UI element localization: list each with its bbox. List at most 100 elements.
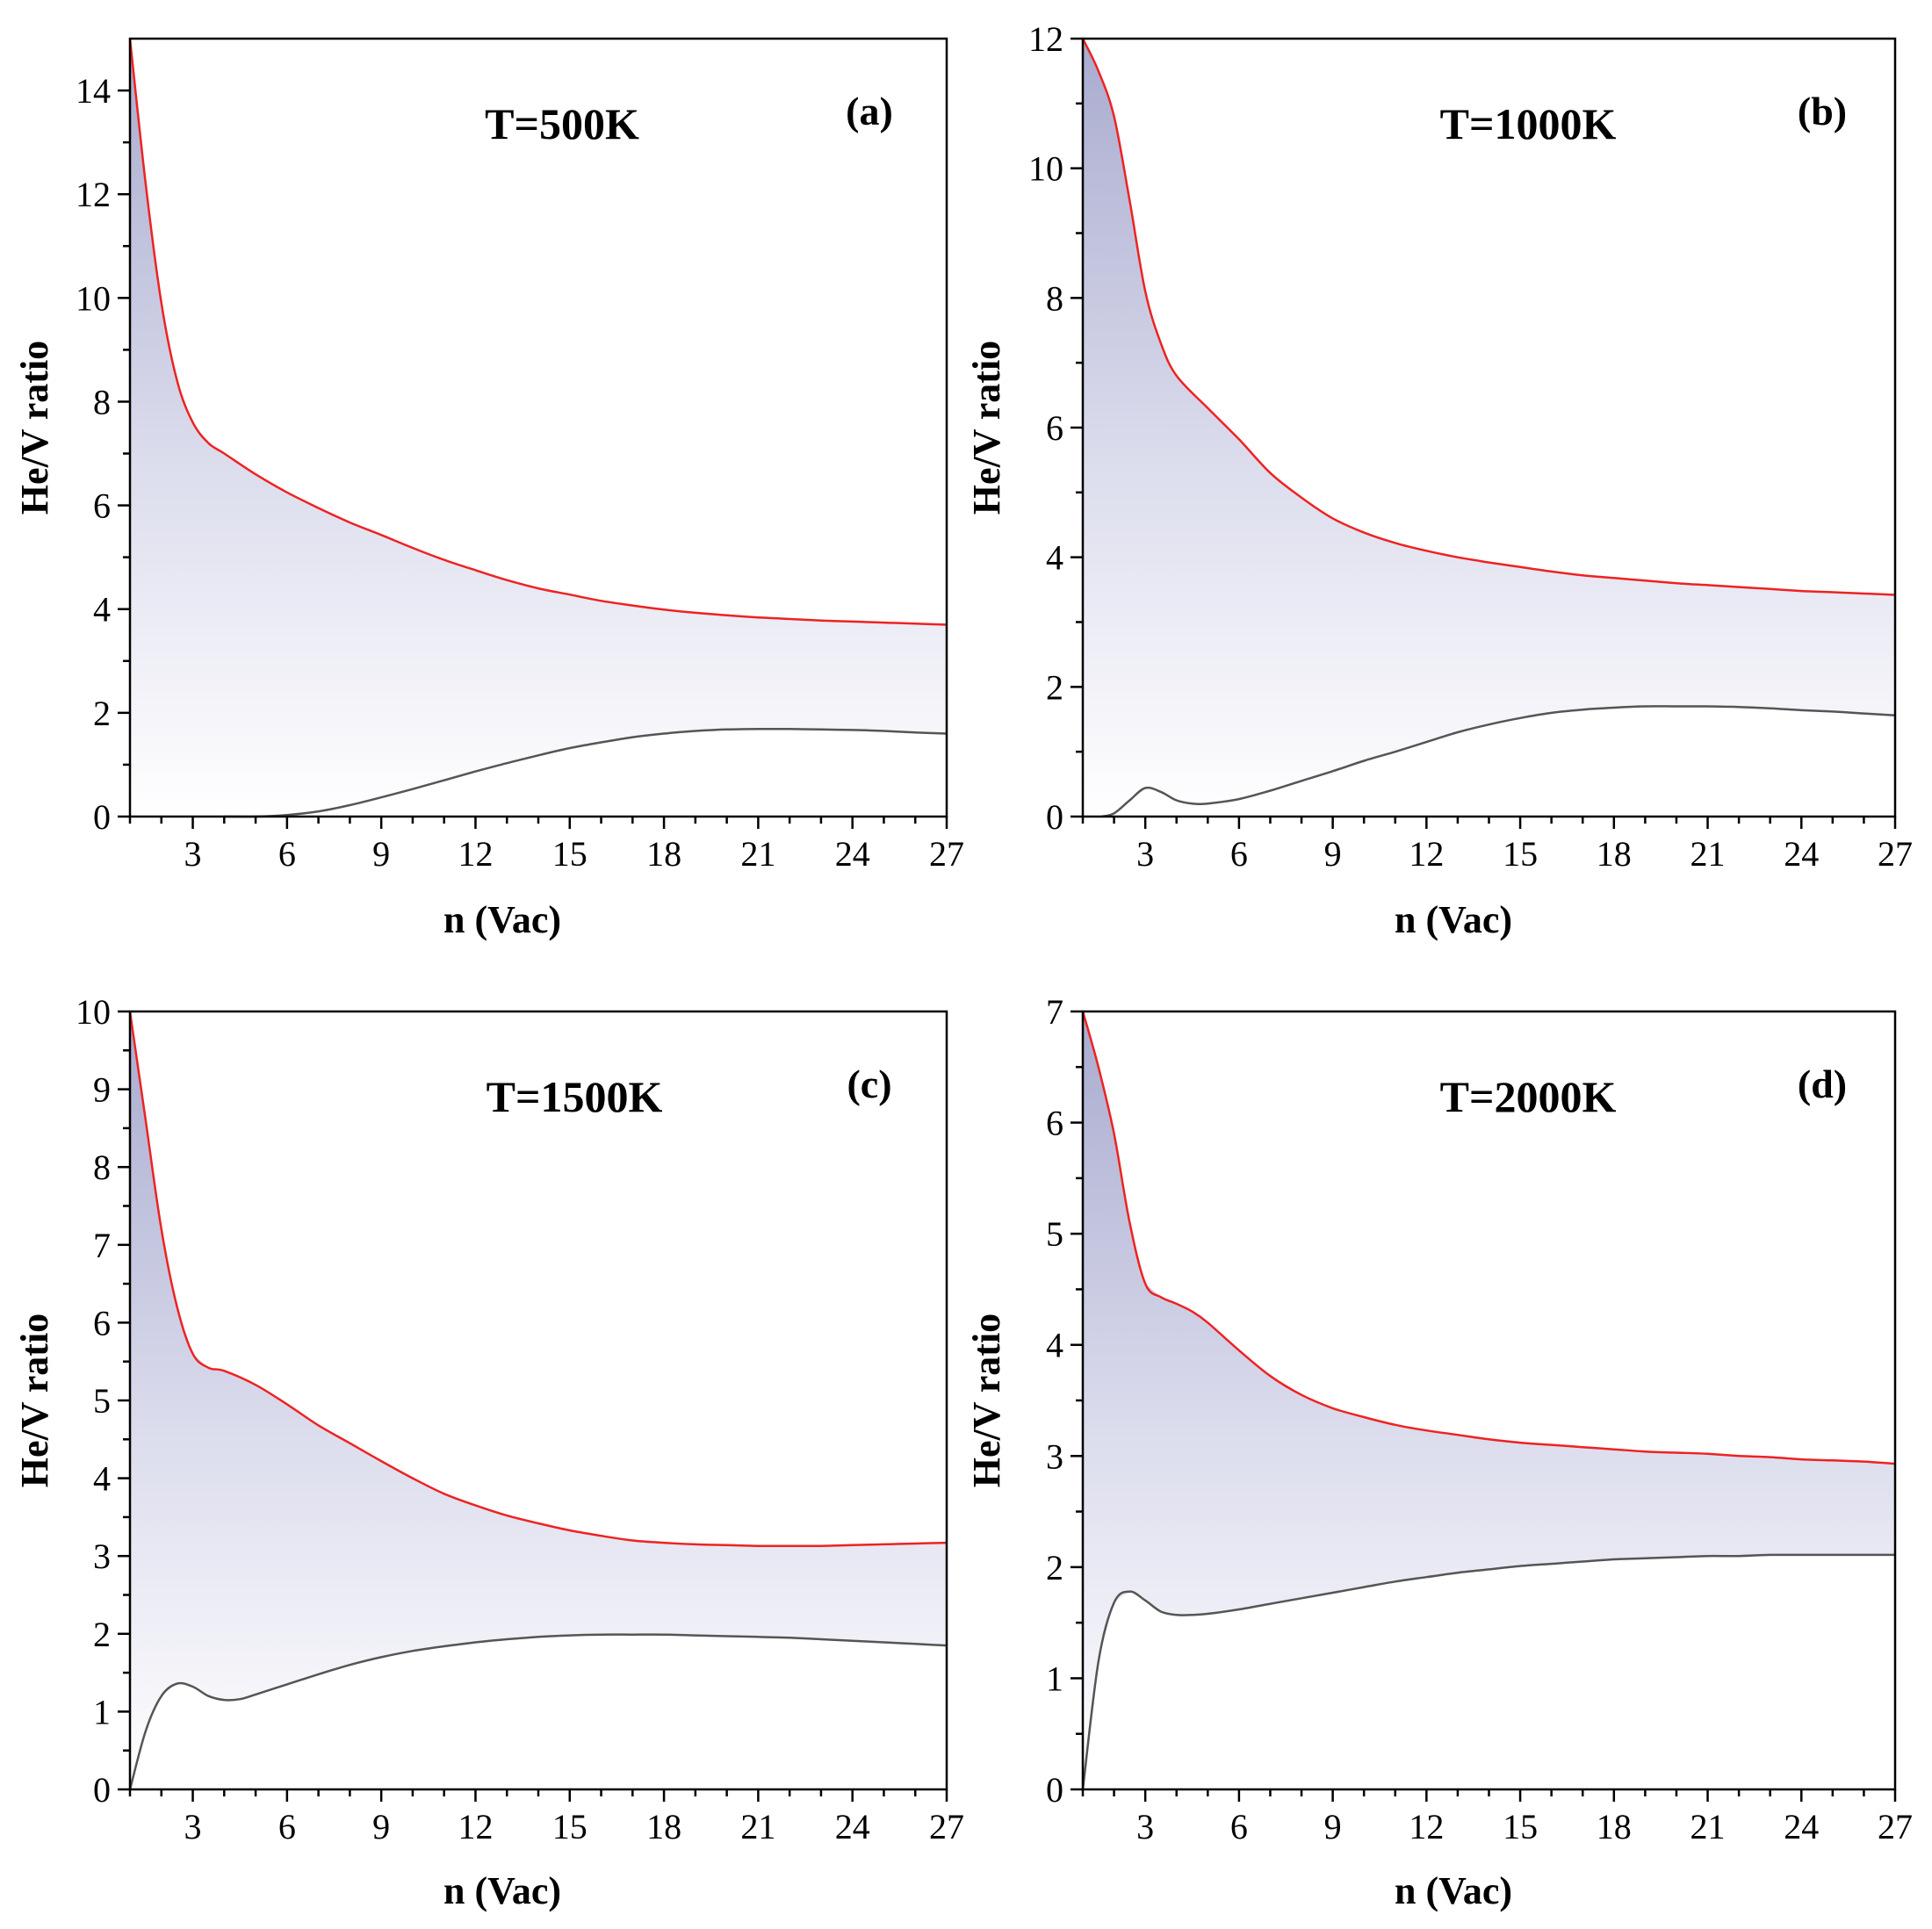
y-tick-label: 0 <box>93 1770 111 1810</box>
y-tick-label: 6 <box>1046 1104 1063 1143</box>
x-axis-label: n (Vac) <box>1395 898 1512 941</box>
panel-tag: (b) <box>1798 89 1847 133</box>
x-tick-label: 9 <box>1324 834 1342 874</box>
x-tick-label: 18 <box>646 834 681 874</box>
x-axis-label: n (Vac) <box>1395 1869 1512 1912</box>
y-tick-label: 6 <box>93 1303 111 1342</box>
y-tick-label: 7 <box>93 1226 111 1265</box>
y-axis-label: He/V ratio <box>13 1314 56 1487</box>
y-tick-label: 10 <box>76 992 111 1032</box>
series-upper-line <box>1081 1011 1896 1465</box>
x-tick-label: 27 <box>1878 834 1913 874</box>
x-tick-label: 12 <box>1409 1807 1444 1846</box>
x-tick-label: 6 <box>278 834 296 874</box>
panel-title: T=1000K <box>1440 99 1617 148</box>
panel-tag: (c) <box>847 1062 891 1106</box>
y-axis: 0 2 4 6 8 10 12 <box>1028 19 1083 837</box>
x-tick-label: 18 <box>646 1807 681 1846</box>
y-tick-label: 9 <box>93 1070 111 1110</box>
x-tick-label: 12 <box>458 1807 493 1846</box>
x-tick-label: 18 <box>1597 1807 1632 1846</box>
panel-tag: (a) <box>846 89 893 133</box>
y-tick-label: 12 <box>1028 19 1063 59</box>
fill-band <box>1083 1011 1895 1789</box>
y-axis-label: He/V ratio <box>965 1314 1008 1487</box>
y-tick-label: 10 <box>1028 149 1063 189</box>
y-tick-label: 10 <box>76 278 111 318</box>
y-axis: 0 2 4 6 8 10 12 14 <box>76 71 130 837</box>
y-tick-label: 4 <box>93 590 111 630</box>
series-lower-line <box>128 1633 948 1790</box>
y-tick-label: 2 <box>1046 667 1063 707</box>
y-tick-label: 14 <box>76 71 111 111</box>
y-axis: 0 1 2 3 4 5 6 7 8 9 10 <box>76 992 130 1810</box>
series-upper-line <box>128 1011 948 1547</box>
x-axis: 3 6 9 12 15 18 21 24 27 <box>1081 1789 1913 1846</box>
y-tick-label: 4 <box>1046 538 1063 578</box>
x-tick-label: 18 <box>1597 834 1632 874</box>
x-tick-label: 12 <box>1409 834 1444 874</box>
y-axis-label: He/V ratio <box>13 341 56 515</box>
y-tick-label: 2 <box>93 694 111 733</box>
x-tick-label: 24 <box>835 1807 870 1846</box>
x-axis: 3 6 9 12 15 18 21 24 27 <box>128 817 964 874</box>
panel-title: T=2000K <box>1440 1072 1617 1121</box>
fill-band <box>1083 39 1895 817</box>
panel-title: T=1500K <box>487 1072 663 1121</box>
x-axis-label: n (Vac) <box>443 898 561 941</box>
panel-tag: (d) <box>1798 1062 1847 1106</box>
x-tick-label: 21 <box>740 834 775 874</box>
x-tick-label: 9 <box>372 834 390 874</box>
y-tick-label: 3 <box>1046 1436 1063 1476</box>
x-tick-label: 15 <box>552 834 588 874</box>
x-tick-label: 27 <box>929 1807 964 1846</box>
x-tick-label: 24 <box>1784 1807 1819 1846</box>
y-axis: 0 1 2 3 4 5 6 7 <box>1046 992 1083 1810</box>
y-tick-label: 8 <box>93 382 111 421</box>
y-tick-label: 7 <box>1046 992 1063 1032</box>
fill-band <box>130 39 947 817</box>
x-tick-label: 21 <box>1690 1807 1726 1846</box>
x-tick-label: 3 <box>184 1807 202 1846</box>
x-tick-label: 3 <box>1136 1807 1154 1846</box>
x-tick-label: 9 <box>1324 1807 1342 1846</box>
x-axis: 3 6 9 12 15 18 21 24 27 <box>128 1789 964 1846</box>
y-tick-label: 8 <box>1046 278 1063 318</box>
y-tick-label: 1 <box>93 1692 111 1731</box>
y-tick-label: 2 <box>93 1615 111 1654</box>
x-tick-label: 24 <box>1784 834 1819 874</box>
x-tick-label: 6 <box>1230 1807 1248 1846</box>
y-tick-label: 12 <box>76 175 111 214</box>
y-tick-label: 3 <box>93 1537 111 1576</box>
y-tick-label: 5 <box>1046 1214 1063 1254</box>
y-tick-label: 0 <box>1046 1770 1063 1810</box>
x-tick-label: 15 <box>1503 1807 1538 1846</box>
y-tick-label: 6 <box>93 486 111 526</box>
series-lower-line <box>224 727 948 818</box>
y-tick-label: 5 <box>93 1381 111 1421</box>
y-axis-label: He/V ratio <box>965 341 1008 515</box>
x-tick-label: 6 <box>278 1807 296 1846</box>
x-tick-label: 15 <box>1503 834 1538 874</box>
series-lower-line <box>1081 1553 1895 1790</box>
y-tick-label: 2 <box>1046 1548 1063 1587</box>
panel-title: T=500K <box>485 99 639 148</box>
x-tick-label: 21 <box>1690 834 1726 874</box>
series-lower-line <box>1100 705 1896 818</box>
series-upper-line <box>1081 38 1896 596</box>
panel-d: 3 6 9 12 15 18 21 24 27 0 12 3 4 5 6 7 T=2000K (d) n (… <box>965 992 1913 1912</box>
x-tick-label: 3 <box>184 834 202 874</box>
y-tick-label: 4 <box>1046 1326 1063 1365</box>
x-tick-label: 27 <box>1878 1807 1913 1846</box>
x-tick-label: 24 <box>835 834 870 874</box>
y-tick-label: 0 <box>1046 797 1063 837</box>
x-axis: 3 6 9 12 15 18 21 24 27 <box>1081 817 1913 874</box>
x-tick-label: 21 <box>740 1807 775 1846</box>
y-tick-label: 4 <box>93 1459 111 1499</box>
fill-band <box>130 1011 947 1789</box>
x-axis-label: n (Vac) <box>443 1869 561 1912</box>
